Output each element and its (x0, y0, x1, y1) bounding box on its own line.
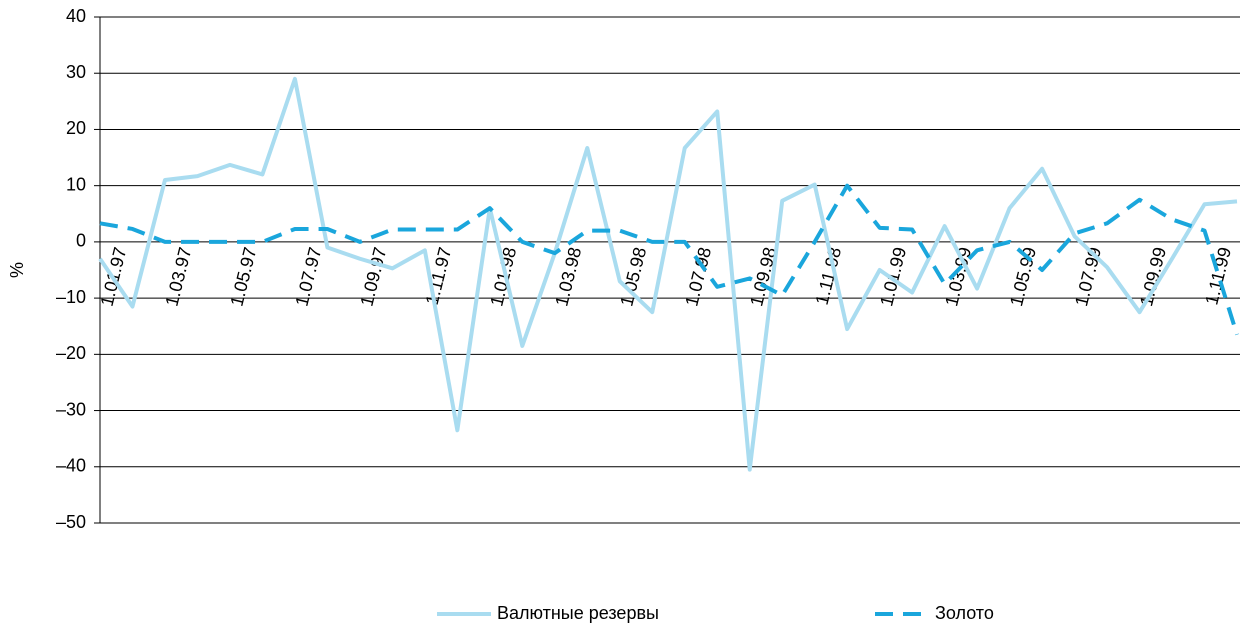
x-tick-label: 1.01.98 (486, 245, 520, 308)
y-tick-label: 0 (76, 231, 86, 251)
x-tick-label: 1.07.99 (1071, 245, 1105, 308)
x-tick-label: 1.09.99 (1136, 245, 1170, 308)
x-tick-label: 1.09.97 (356, 245, 390, 308)
series-line (99, 183, 1239, 336)
legend-label: Валютные резервы (497, 603, 659, 623)
y-axis-label: % (7, 262, 27, 278)
y-tick-label: 30 (66, 62, 86, 82)
y-tick-label: –10 (56, 287, 86, 307)
x-tick-label: 1.03.97 (162, 245, 196, 308)
y-tick-label: –20 (56, 343, 86, 363)
y-tick-label: –40 (56, 456, 86, 476)
legend-label: Золото (935, 603, 994, 623)
y-tick-label: 40 (66, 6, 86, 26)
series-line (98, 76, 1238, 472)
x-tick-label: 1.07.98 (681, 245, 715, 308)
x-tick-label: 1.01.99 (876, 245, 910, 308)
x-tick-label: 1.03.98 (551, 245, 585, 308)
y-tick-label: –30 (56, 399, 86, 419)
x-tick-label: 1.05.97 (226, 245, 260, 308)
x-tick-label: 1.05.98 (616, 245, 650, 308)
y-tick-label: 10 (66, 174, 86, 194)
x-tick-label: 1.07.97 (291, 245, 325, 308)
y-tick-label: 20 (66, 118, 86, 138)
y-tick-label: –50 (56, 512, 86, 532)
